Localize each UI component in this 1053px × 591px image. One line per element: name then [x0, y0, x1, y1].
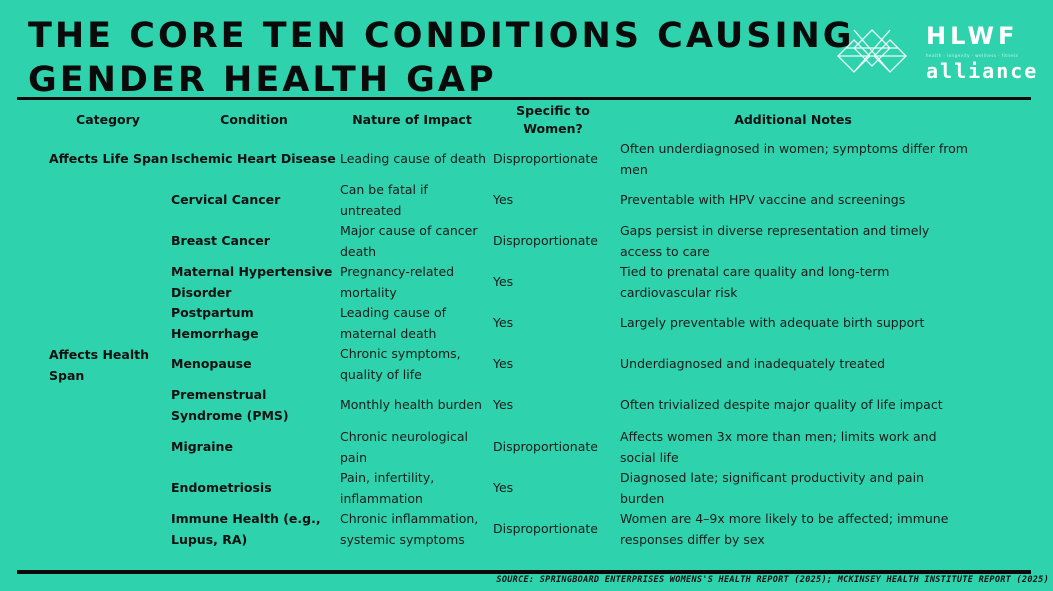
cell-notes: Affects women 3x more than men; limits w…	[620, 429, 937, 465]
cell-impact: Chronic neurological pain	[340, 429, 468, 465]
cell-condition: Endometriosis	[171, 480, 272, 496]
category-life-span: Affects Life Span	[49, 151, 169, 166]
table-row: Endometriosis Pain, infertility, inflamm…	[0, 468, 1053, 509]
cell-specific: Disproportionate	[493, 151, 598, 167]
cell-condition: Postpartum Hemorrhage	[171, 305, 259, 341]
cell-specific: Yes	[493, 397, 514, 413]
logo-tagline: health · longevity · wellness · fitness	[926, 53, 1019, 58]
header-specific: Specific to Women?	[516, 103, 590, 136]
cell-specific: Yes	[493, 356, 514, 372]
cell-impact: Chronic inflammation, systemic symptoms	[340, 511, 479, 547]
table-row: Maternal Hypertensive Disorder Pregnancy…	[0, 262, 1053, 303]
header-category: Category	[76, 112, 140, 127]
cell-specific: Yes	[493, 274, 514, 290]
cell-impact: Leading cause of maternal death	[340, 305, 447, 341]
table-row: Immune Health (e.g., Lupus, RA) Chronic …	[0, 509, 1053, 550]
cell-notes: Preventable with HPV vaccine and screeni…	[620, 192, 906, 208]
cell-specific: Disproportionate	[493, 233, 598, 249]
table-row: Ischemic Heart Disease Leading cause of …	[0, 139, 1053, 180]
cell-impact: Pain, infertility, inflammation	[340, 470, 435, 506]
cell-specific: Disproportionate	[493, 439, 598, 455]
header-condition: Condition	[220, 112, 288, 127]
title-line-2: GENDER HEALTH GAP	[28, 60, 497, 100]
cell-notes: Tied to prenatal care quality and long-t…	[620, 264, 890, 300]
source-citation: SOURCE: SPRINGBOARD ENTERPRISES WOMENS'S…	[496, 575, 1049, 585]
page-title: THE CORE TEN CONDITIONS CAUSING GENDER H…	[28, 14, 855, 102]
cell-impact: Can be fatal if untreated	[340, 182, 428, 218]
cell-condition: Maternal Hypertensive Disorder	[171, 264, 333, 300]
logo-brand: HLWF	[926, 22, 1019, 50]
table-row: Postpartum Hemorrhage Leading cause of m…	[0, 303, 1053, 344]
cell-impact: Pregnancy-related mortality	[340, 264, 455, 300]
cell-impact: Major cause of cancer death	[340, 223, 478, 259]
logo-alliance: alliance	[926, 59, 1039, 83]
cell-specific: Disproportionate	[493, 521, 598, 537]
cell-specific: Yes	[493, 480, 514, 496]
title-line-1: THE CORE TEN CONDITIONS CAUSING	[28, 16, 855, 56]
cell-specific: Yes	[493, 315, 514, 331]
table-row: Menopause Chronic symptoms, quality of l…	[0, 344, 1053, 385]
cell-specific: Yes	[493, 192, 514, 208]
cell-condition: Immune Health (e.g., Lupus, RA)	[171, 511, 321, 547]
category-health-span: Affects Health Span	[49, 347, 149, 383]
bottom-divider	[17, 570, 1031, 574]
table-row: Premenstrual Syndrome (PMS) Monthly heal…	[0, 385, 1053, 426]
table-row: Breast Cancer Major cause of cancer deat…	[0, 221, 1053, 262]
cell-impact: Monthly health burden	[340, 397, 482, 413]
cell-notes: Women are 4–9x more likely to be affecte…	[620, 511, 949, 547]
table-row: Cervical Cancer Can be fatal if untreate…	[0, 180, 1053, 221]
cell-notes: Often trivialized despite major quality …	[620, 397, 943, 413]
header-impact: Nature of Impact	[352, 112, 472, 127]
cell-notes: Diagnosed late; significant productivity…	[620, 470, 924, 506]
cell-impact: Leading cause of death	[340, 151, 487, 167]
cell-condition: Ischemic Heart Disease	[171, 151, 336, 167]
hlwf-logo: HLWF health · longevity · wellness · fit…	[832, 22, 1036, 84]
cell-notes: Gaps persist in diverse representation a…	[620, 223, 930, 259]
cell-condition: Menopause	[171, 356, 252, 372]
cell-condition: Migraine	[171, 439, 233, 455]
cell-condition: Cervical Cancer	[171, 192, 281, 208]
diamond-lattice-icon	[837, 29, 907, 73]
top-divider	[17, 97, 1031, 100]
table-row: Migraine Chronic neurological pain Dispr…	[0, 427, 1053, 468]
cell-condition: Premenstrual Syndrome (PMS)	[171, 387, 289, 423]
cell-notes: Underdiagnosed and inadequately treated	[620, 356, 886, 372]
cell-condition: Breast Cancer	[171, 233, 270, 249]
cell-notes: Largely preventable with adequate birth …	[620, 315, 925, 331]
cell-notes: Often underdiagnosed in women; symptoms …	[620, 141, 968, 177]
header-notes: Additional Notes	[734, 112, 852, 127]
cell-impact: Chronic symptoms, quality of life	[340, 346, 461, 382]
